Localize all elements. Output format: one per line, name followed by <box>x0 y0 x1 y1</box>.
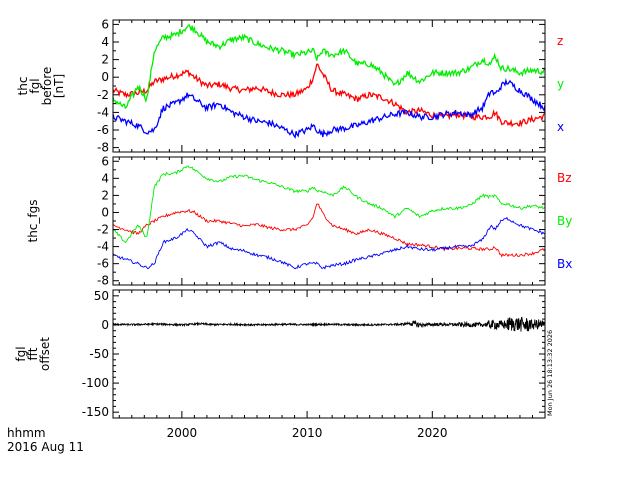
timestamp-label: Mon Jun 26 18:13:32 2026 <box>546 330 554 416</box>
y-tick-label: 4 <box>101 171 109 185</box>
y-tick-label: 4 <box>101 35 109 49</box>
y-tick-label: 0 <box>101 318 109 332</box>
y-axis-label: before <box>40 67 54 106</box>
legend-label-by: By <box>557 214 572 228</box>
y-tick-label: -2 <box>97 88 109 102</box>
legend-label-bz: Bz <box>557 171 572 185</box>
y-axis-label: fgl <box>28 78 42 93</box>
y-tick-label: -2 <box>97 223 109 237</box>
y-axis-label: offset <box>38 337 52 371</box>
y-tick-label: 0 <box>101 70 109 84</box>
y-tick-label: -8 <box>97 274 109 288</box>
series-line-y <box>113 23 545 110</box>
x-axis-footer-date: 2016 Aug 11 <box>7 440 84 454</box>
series-line-Bx <box>113 216 545 270</box>
y-tick-label: 6 <box>101 17 109 31</box>
y-tick-label: 0 <box>101 205 109 219</box>
y-tick-label: 50 <box>94 289 109 303</box>
x-tick-label: 2010 <box>292 426 323 440</box>
y-axis-label: thc_fgs <box>26 199 40 242</box>
legend-label-z: z <box>557 34 563 48</box>
panel-2: 6 4 2 0 -2 -4 -6 -8 thc_fgs Bz By Bx <box>26 154 572 287</box>
y-axis-label: [nT] <box>52 74 66 98</box>
y-tick-label: -4 <box>97 105 109 119</box>
y-axis-label: fft <box>26 347 40 360</box>
y-tick-label: 6 <box>101 154 109 168</box>
y-tick-label: -100 <box>82 376 109 390</box>
y-tick-label: 2 <box>101 53 109 67</box>
series-line-x <box>113 78 545 139</box>
y-tick-label: -6 <box>97 257 109 271</box>
legend-label-y: y <box>557 77 564 91</box>
series-line-By <box>113 165 545 244</box>
legend-label-bx: Bx <box>557 257 572 271</box>
panel-frame <box>112 289 546 419</box>
y-axis-label: thc <box>16 77 30 96</box>
series-line-offset <box>113 316 545 332</box>
x-tick-label: 2000 <box>167 426 198 440</box>
y-tick-label: -6 <box>97 123 109 137</box>
y-tick-label: -4 <box>97 240 109 254</box>
series-line-Bz <box>113 203 545 258</box>
x-axis-footer-unit: hhmm <box>7 426 46 440</box>
y-tick-label: -150 <box>82 405 109 419</box>
x-tick-label: 2020 <box>417 426 448 440</box>
y-axis-label: fgl <box>14 346 28 361</box>
y-tick-label: -8 <box>97 141 109 155</box>
y-tick-label: 2 <box>101 188 109 202</box>
y-tick-label: -50 <box>89 347 109 361</box>
series-line-z <box>113 63 545 128</box>
legend-label-x: x <box>557 120 564 134</box>
